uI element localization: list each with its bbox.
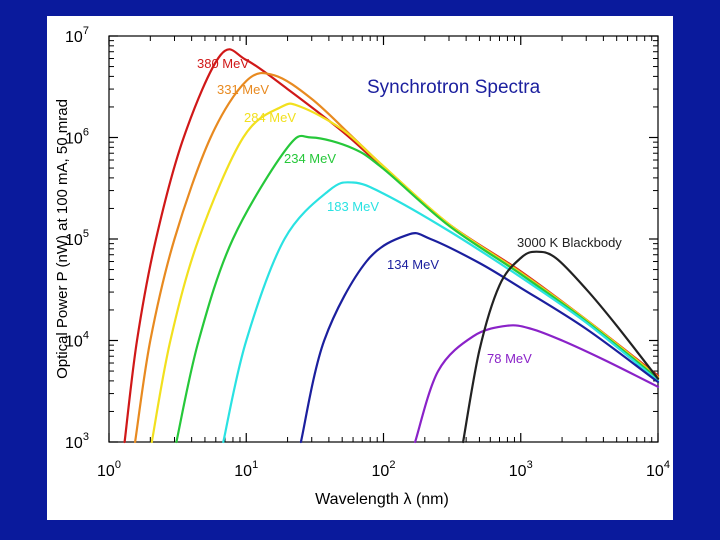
x-tick-exponent: 0 xyxy=(115,459,121,471)
series-label-3000-k-blackbody: 3000 K Blackbody xyxy=(517,235,622,250)
series-labels: 380 MeV 331 MeV 284 MeV 234 MeV 183 MeV 134 M… xyxy=(197,56,622,366)
series-183-mev-line xyxy=(222,181,660,444)
chart-title: Synchrotron Spectra xyxy=(367,77,541,98)
x-tick-label: 102 xyxy=(372,459,396,480)
series-label-78-mev: 78 MeV xyxy=(487,351,532,366)
y-axis-label: Optical Power P (nW) at 100 mA, 50 mrad xyxy=(54,99,71,379)
y-tick-exponent: 3 xyxy=(83,431,89,443)
x-tick-exponent: 4 xyxy=(664,459,670,471)
x-tick-exponent: 3 xyxy=(527,459,533,471)
x-tick-label: 103 xyxy=(509,459,533,480)
x-tick-exponent: 1 xyxy=(252,459,258,471)
x-tick-label: 104 xyxy=(646,459,670,480)
plot-frame: 100 101 102 103 104 103 104 105 106 107 380 MeV 3… xyxy=(47,16,673,520)
x-tick-label: 100 xyxy=(97,459,121,480)
x-tick-label: 101 xyxy=(234,459,258,480)
y-tick-exponent: 4 xyxy=(83,330,89,342)
series-234-mev-line xyxy=(175,134,660,444)
spectra-curves xyxy=(123,48,660,444)
series-134-mev-line xyxy=(299,232,660,444)
y-tick-label: 103 xyxy=(65,431,89,452)
series-78-mev-line xyxy=(414,324,660,444)
series-label-284-mev: 284 MeV xyxy=(244,110,296,125)
series-3000-k-blackbody-line xyxy=(462,250,660,444)
y-tick-label: 107 xyxy=(65,25,89,46)
series-label-380-mev: 380 MeV xyxy=(197,56,249,71)
x-axis-label: Wavelength λ (nm) xyxy=(315,491,449,508)
series-label-331-mev: 331 MeV xyxy=(217,82,269,97)
x-tick-exponent: 2 xyxy=(389,459,395,471)
plot-area xyxy=(108,35,659,443)
series-label-183-mev: 183 MeV xyxy=(327,199,379,214)
y-tick-exponent: 5 xyxy=(83,228,89,240)
y-tick-exponent: 7 xyxy=(83,25,89,37)
y-tick-exponent: 6 xyxy=(83,127,89,139)
series-label-134-mev: 134 MeV xyxy=(387,257,439,272)
series-label-234-mev: 234 MeV xyxy=(284,151,336,166)
